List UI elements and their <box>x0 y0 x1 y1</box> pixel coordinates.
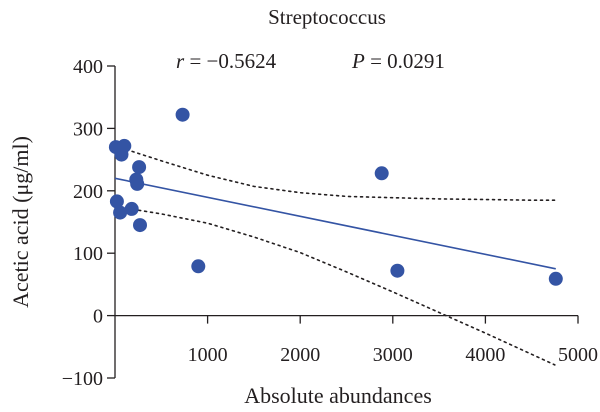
y-axis-title: Acetic acid (μg/ml) <box>8 136 33 308</box>
x-tick-label: 4000 <box>465 344 505 366</box>
r-label: r <box>176 49 185 73</box>
data-point <box>191 259 206 274</box>
ci-lower-line <box>114 205 556 366</box>
data-point <box>548 271 563 286</box>
ci-upper-line <box>114 145 556 201</box>
y-tick-label: −100 <box>62 368 103 390</box>
y-tick-label: 200 <box>73 181 103 203</box>
x-tick-label: 5000 <box>558 344 598 366</box>
data-point <box>390 263 405 278</box>
data-point <box>117 138 132 153</box>
x-axis-title: Absolute abundances <box>244 383 432 408</box>
p-value: = 0.0291 <box>365 49 445 73</box>
data-point <box>124 201 139 216</box>
data-point <box>175 107 190 122</box>
data-point <box>109 194 124 209</box>
regression-line-group <box>114 177 556 270</box>
x-tick-label: 1000 <box>188 344 228 366</box>
data-point <box>132 160 147 175</box>
p-label: P <box>351 49 365 73</box>
x-tick-label: 3000 <box>373 344 413 366</box>
data-point <box>133 218 147 233</box>
y-tick-label: 100 <box>73 243 103 265</box>
correlation-stat: r = −0.5624 <box>176 49 277 73</box>
data-points <box>108 107 563 286</box>
y-tick-label: 300 <box>73 118 103 140</box>
regression-line <box>114 177 556 270</box>
data-point <box>113 205 128 220</box>
data-point <box>130 176 145 191</box>
confidence-band <box>114 145 556 366</box>
data-point <box>374 166 389 181</box>
p-value-stat: P = 0.0291 <box>351 49 445 73</box>
r-value: = −0.5624 <box>184 49 276 73</box>
y-tick-label: 0 <box>93 306 103 328</box>
x-tick-label: 2000 <box>280 344 320 366</box>
chart-title: Streptococcus <box>268 5 386 29</box>
y-tick-label: 400 <box>73 56 103 78</box>
